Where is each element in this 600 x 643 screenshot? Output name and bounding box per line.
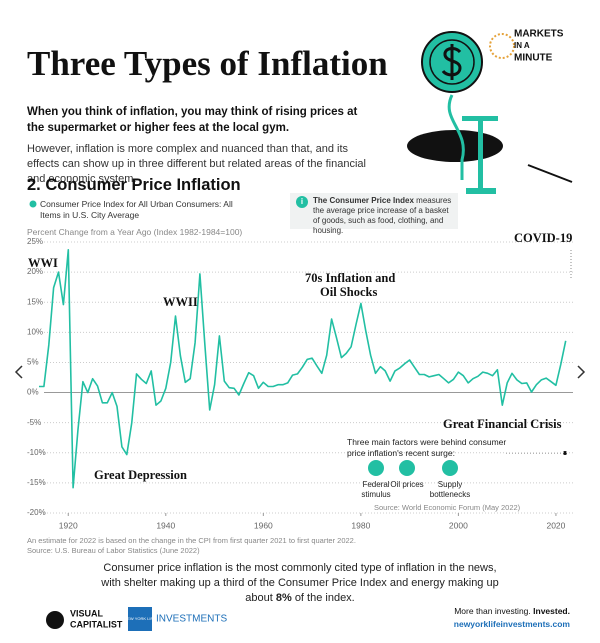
- factor-label: Federal stimulus: [361, 480, 391, 499]
- next-arrow[interactable]: [577, 365, 586, 379]
- legend-marker: [29, 200, 37, 208]
- x-tick-label: 2000: [449, 520, 468, 530]
- cpi-line: [39, 249, 567, 489]
- tagline-bold: Invested.: [533, 606, 570, 616]
- info-body: measures the average price increase of a…: [313, 196, 452, 235]
- info-text: The Consumer Price Index measures the av…: [313, 196, 455, 236]
- url[interactable]: newyorklifeinvestments.com: [453, 619, 570, 629]
- coin-ring: [429, 39, 475, 85]
- annotation: WWI: [28, 256, 58, 270]
- factor-label: Oil prices: [390, 480, 424, 489]
- info-icon-bg: [296, 196, 308, 208]
- y-tick-label: 15%: [27, 297, 43, 306]
- x-tick-label: 2020: [546, 520, 565, 530]
- factors-title: Three main factors were behind consumer …: [347, 437, 507, 458]
- note: Source: U.S. Bureau of Labor Statistics …: [27, 546, 200, 555]
- annotation: COVID-19: [514, 231, 572, 245]
- info-icon: i: [301, 197, 303, 206]
- y-tick-label: 5%: [27, 358, 39, 367]
- hole: [407, 130, 503, 162]
- vc-logo: [46, 611, 64, 629]
- summary-text: of the index.: [294, 592, 355, 604]
- factor-icon: [442, 460, 458, 476]
- annotation: Great Financial Crisis: [443, 417, 562, 431]
- y-tick-label: 10%: [27, 327, 43, 336]
- annotation: Great Depression: [94, 468, 187, 482]
- annotation: 70s Inflation and: [305, 271, 395, 285]
- prev-arrow[interactable]: [14, 365, 23, 379]
- logo-text: IN A: [514, 41, 530, 50]
- annotation: Oil Shocks: [320, 285, 377, 299]
- vc-text: VISUAL: [70, 608, 104, 618]
- note: An estimate for 2022 is based on the cha…: [27, 536, 356, 545]
- y-tick-label: 25%: [27, 237, 43, 246]
- pump: [478, 120, 483, 190]
- nyl-logo: [128, 607, 152, 631]
- y-tick-label: -20%: [27, 508, 46, 517]
- nyl-text: INVESTMENTS: [156, 614, 227, 625]
- logo-text: MARKETS: [514, 29, 564, 40]
- factor-icon: [368, 460, 384, 476]
- tagline-text: More than investing.: [454, 606, 531, 616]
- vc-text: CAPITALIST: [70, 619, 123, 629]
- legend-text: Consumer Price Index for All Urban Consu…: [40, 199, 233, 220]
- factor-icon: [399, 460, 415, 476]
- y-axis-label: Percent Change from a Year Ago (Index 19…: [27, 227, 243, 237]
- leader-dot: [563, 451, 567, 455]
- tagline: More than investing. Invested.: [454, 606, 570, 616]
- y-tick-label: -10%: [27, 448, 46, 457]
- pump-base: [466, 188, 496, 194]
- logo-ring: [489, 33, 515, 59]
- summary-text: Consumer price inflation is the most com…: [101, 562, 499, 604]
- factor-label: Supply bottlenecks: [429, 480, 471, 499]
- x-tick-label: 1940: [156, 520, 175, 530]
- summary-bold: 8%: [275, 592, 292, 604]
- x-tick-label: 1960: [254, 520, 273, 530]
- x-tick-label: 1980: [351, 520, 370, 530]
- intro-lead: When you think of inflation, you may thi…: [27, 106, 358, 134]
- summary: Consumer price inflation is the most com…: [100, 561, 500, 606]
- y-tick-label: 20%: [27, 267, 43, 276]
- info-box: [290, 193, 458, 229]
- y-tick-label: 0%: [27, 388, 39, 397]
- dollar-icon: [441, 44, 462, 80]
- hose: [447, 94, 465, 180]
- annotation: WWII: [163, 295, 198, 309]
- pump-line: [527, 164, 573, 183]
- intro-body: However, inflation is more complex and n…: [27, 143, 366, 185]
- factors-source: Source: World Economic Forum (May 2022): [374, 503, 521, 512]
- x-tick-label: 1920: [59, 520, 78, 530]
- logo-text: MINUTE: [514, 53, 553, 64]
- section-title: 2. Consumer Price Inflation: [27, 176, 241, 194]
- y-tick-label: -15%: [27, 478, 46, 487]
- nyl-box-text: NEW YORK LIFE: [124, 616, 156, 621]
- info-bold: The Consumer Price Index: [313, 196, 414, 205]
- pump-handle: [462, 116, 498, 121]
- y-tick-label: -5%: [27, 418, 41, 427]
- title: Three Types of Inflation: [27, 44, 388, 83]
